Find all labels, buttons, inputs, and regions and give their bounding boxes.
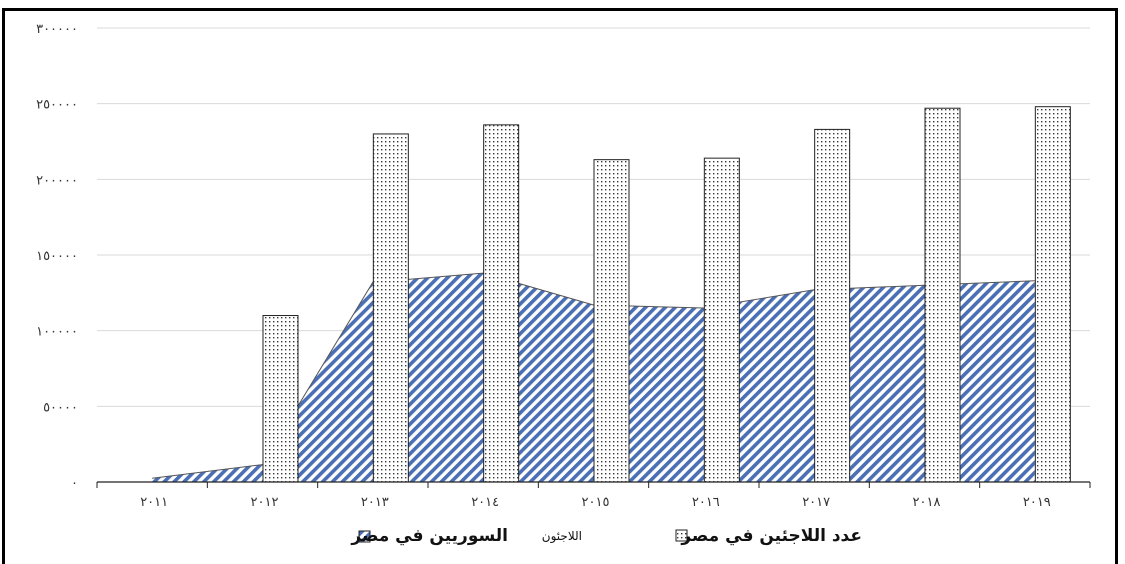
- x-tick-label: ٢٠١٦: [692, 495, 720, 510]
- bar: [262, 315, 299, 483]
- bar: [372, 133, 409, 483]
- legend-swatch-area: [358, 530, 371, 543]
- y-tick-label: ٠: [71, 476, 78, 491]
- y-tick-label: ١٥٠٠٠٠: [36, 249, 78, 264]
- y-axis-ticks: ٠ ٥٠٠٠٠ ١٠٠٠٠٠ ١٥٠٠٠٠ ٢٠٠٠٠٠ ٢٥٠٠٠٠ ٣٠٠٠٠٠: [36, 22, 78, 491]
- x-tick-label: ٢٠١٨: [913, 495, 941, 510]
- bar: [924, 107, 961, 483]
- x-tick-label: ٢٠١٣: [361, 495, 389, 510]
- legend-label-area-prefix: اللاجئون: [542, 529, 582, 544]
- x-tick-label: ٢٠١٧: [802, 495, 830, 510]
- y-tick-label: ١٠٠٠٠٠: [36, 325, 78, 340]
- bar: [1034, 106, 1071, 483]
- x-tick-label: ٢٠١١: [140, 495, 168, 510]
- bar: [703, 157, 740, 483]
- y-tick-label: ٥٠٠٠٠: [43, 400, 78, 415]
- y-tick-label: ٢٠٠٠٠٠: [36, 173, 78, 188]
- legend: عدد اللاجئين في مصر السوريين في مصر اللاجئ…: [350, 526, 862, 546]
- legend-label-bars: عدد اللاجئين في مصر: [680, 526, 862, 546]
- legend-label-area: السوريين في مصر: [350, 526, 508, 546]
- bar: [593, 159, 630, 483]
- x-tick-label: ٢٠١٤: [471, 495, 499, 510]
- x-axis-ticks: ٢٠١١ ٢٠١٢ ٢٠١٣ ٢٠١٤ ٢٠١٥ ٢٠١٦ ٢٠١٧ ٢٠١٨ ٢٠١٩: [140, 495, 1051, 510]
- bar-series: [262, 106, 1071, 483]
- x-tick-label: ٢٠١٥: [582, 495, 610, 510]
- y-tick-label: ٣٠٠٠٠٠: [36, 22, 78, 37]
- legend-swatch-bars: [675, 529, 688, 542]
- bar: [814, 128, 851, 483]
- y-tick-label: ٢٥٠٠٠٠: [36, 98, 78, 113]
- x-tick-label: ٢٠١٩: [1023, 495, 1051, 510]
- x-tick-label: ٢٠١٢: [251, 495, 279, 510]
- x-axis: [96, 481, 1091, 488]
- bar: [483, 124, 520, 483]
